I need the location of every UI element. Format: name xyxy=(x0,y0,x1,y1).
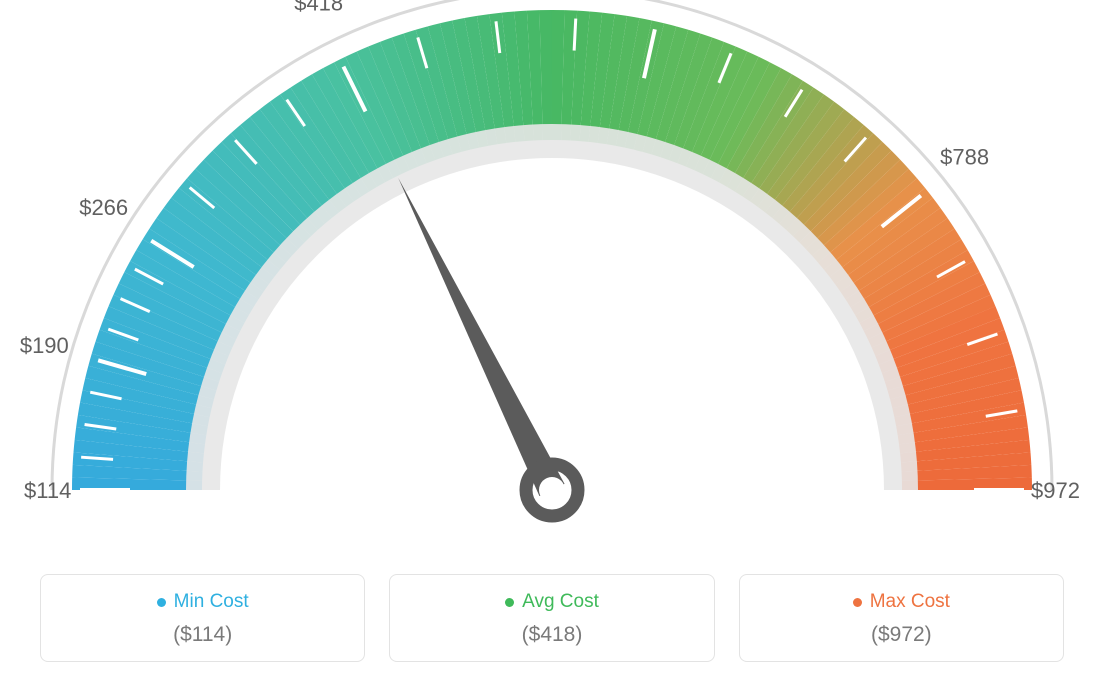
gauge-chart: $114$190$266$418$603$788$972 xyxy=(0,0,1104,560)
min-cost-card: Min Cost ($114) xyxy=(40,574,365,662)
avg-cost-label: Avg Cost xyxy=(522,591,599,613)
min-dot-icon xyxy=(157,598,166,607)
min-cost-label-row: Min Cost xyxy=(41,591,364,613)
svg-text:$266: $266 xyxy=(79,195,128,220)
gauge-svg: $114$190$266$418$603$788$972 xyxy=(0,0,1104,560)
max-cost-card: Max Cost ($972) xyxy=(739,574,1064,662)
max-cost-label-row: Max Cost xyxy=(740,591,1063,613)
max-cost-label: Max Cost xyxy=(870,591,950,613)
svg-text:$190: $190 xyxy=(20,333,69,358)
avg-cost-card: Avg Cost ($418) xyxy=(389,574,714,662)
avg-cost-value: ($418) xyxy=(390,623,713,647)
max-cost-value: ($972) xyxy=(740,623,1063,647)
svg-text:$418: $418 xyxy=(294,0,343,15)
min-cost-value: ($114) xyxy=(41,623,364,647)
min-cost-label: Min Cost xyxy=(174,591,249,613)
svg-text:$788: $788 xyxy=(940,145,989,170)
avg-cost-label-row: Avg Cost xyxy=(390,591,713,613)
svg-text:$972: $972 xyxy=(1031,478,1080,503)
max-dot-icon xyxy=(853,598,862,607)
summary-cards: Min Cost ($114) Avg Cost ($418) Max Cost… xyxy=(0,560,1104,662)
avg-dot-icon xyxy=(505,598,514,607)
svg-text:$114: $114 xyxy=(24,478,71,503)
